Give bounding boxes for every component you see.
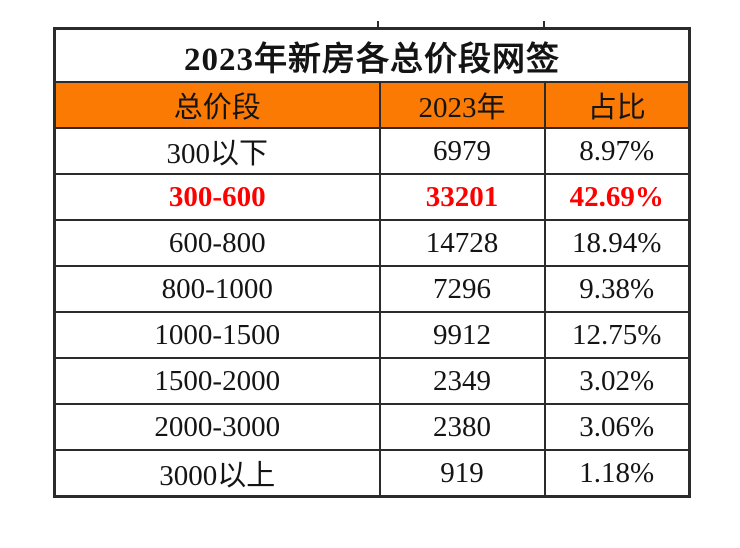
table-title: 2023年新房各总价段网签 bbox=[53, 27, 691, 83]
cell-share: 9.38% bbox=[543, 265, 691, 313]
cell-count: 9912 bbox=[378, 311, 546, 359]
cell-price-range: 2000-3000 bbox=[53, 403, 381, 451]
table-top-tick-left bbox=[377, 21, 379, 27]
cell-share: 3.06% bbox=[543, 403, 691, 451]
cell-share: 18.94% bbox=[543, 219, 691, 267]
cell-count: 6979 bbox=[378, 127, 546, 175]
cell-price-range: 300-600 bbox=[53, 173, 381, 221]
table-row: 2000-3000 2380 3.06% bbox=[53, 403, 691, 451]
table-row: 1500-2000 2349 3.02% bbox=[53, 357, 691, 405]
cell-count: 2349 bbox=[378, 357, 546, 405]
cell-price-range: 3000以上 bbox=[53, 449, 381, 498]
table-row: 600-800 14728 18.94% bbox=[53, 219, 691, 267]
table-row: 300-600 33201 42.69% bbox=[53, 173, 691, 221]
column-header-year-2023: 2023年 bbox=[378, 81, 546, 129]
cell-count: 14728 bbox=[378, 219, 546, 267]
cell-price-range: 800-1000 bbox=[53, 265, 381, 313]
cell-share: 12.75% bbox=[543, 311, 691, 359]
table-row: 3000以上 919 1.18% bbox=[53, 449, 691, 498]
cell-price-range: 300以下 bbox=[53, 127, 381, 175]
cell-price-range: 1500-2000 bbox=[53, 357, 381, 405]
cell-count: 2380 bbox=[378, 403, 546, 451]
cell-share: 1.18% bbox=[543, 449, 691, 498]
table-header-row: 总价段 2023年 占比 bbox=[53, 81, 691, 129]
table-row: 300以下 6979 8.97% bbox=[53, 127, 691, 175]
table-top-tick-right bbox=[543, 21, 545, 27]
cell-count: 7296 bbox=[378, 265, 546, 313]
cell-share: 8.97% bbox=[543, 127, 691, 175]
cell-share: 3.02% bbox=[543, 357, 691, 405]
column-header-share: 占比 bbox=[543, 81, 691, 129]
cell-count: 919 bbox=[378, 449, 546, 498]
column-header-price-range: 总价段 bbox=[53, 81, 381, 129]
cell-price-range: 600-800 bbox=[53, 219, 381, 267]
table-title-row: 2023年新房各总价段网签 bbox=[53, 27, 691, 83]
cell-count: 33201 bbox=[378, 173, 546, 221]
table-row: 800-1000 7296 9.38% bbox=[53, 265, 691, 313]
cell-price-range: 1000-1500 bbox=[53, 311, 381, 359]
price-range-table: 2023年新房各总价段网签 总价段 2023年 占比 300以下 6979 8.… bbox=[53, 27, 692, 498]
cell-share: 42.69% bbox=[543, 173, 691, 221]
table-row: 1000-1500 9912 12.75% bbox=[53, 311, 691, 359]
